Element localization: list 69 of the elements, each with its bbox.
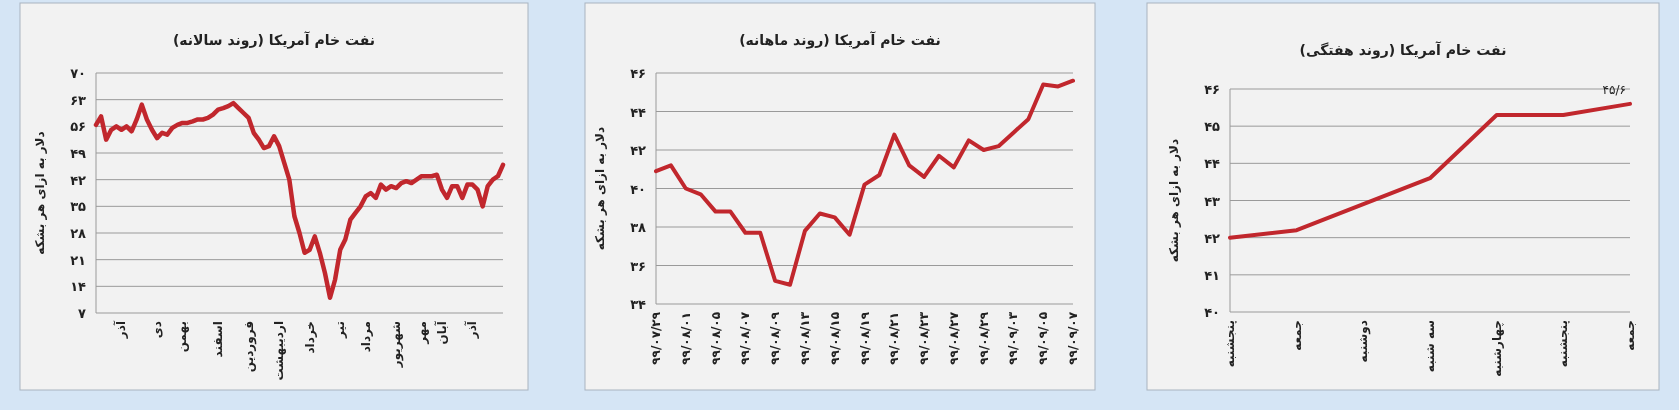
x-tick-label: خرداد <box>302 321 317 354</box>
x-tick-label: مهر <box>414 321 429 345</box>
y-tick-label: ۴۳ <box>1204 193 1221 209</box>
x-tick-label: ۹۹/۰۸/۱۵ <box>827 312 842 365</box>
y-axis-title: دلار به ازای هر بشکه <box>593 126 607 251</box>
x-tick-label: ۹۹/۰۹/۰۷ <box>1066 311 1080 365</box>
x-tick-label: دی <box>150 321 165 339</box>
y-tick-label: ۷۰ <box>70 66 86 81</box>
x-tick-label: پنجشنبه <box>1556 320 1571 368</box>
chart-title: نفت خام آمریکا (روند ماهانه) <box>739 31 941 49</box>
y-tick-label: ۴۲ <box>70 172 87 188</box>
y-tick-label: ۴۲ <box>630 143 647 158</box>
y-tick-label: ۴۰ <box>630 181 646 197</box>
x-tick-label: چهارشنبه <box>1489 320 1504 377</box>
line-series <box>654 78 1075 287</box>
chart-title: نفت خام آمریکا (روند سالانه) <box>172 31 376 49</box>
y-tick-label: ۱۴ <box>70 279 87 295</box>
x-tick-label: ۹۹/۰۷/۲۹ <box>649 311 663 365</box>
x-tick-label: فروردین <box>241 321 257 373</box>
x-tick-label: پنجشنبه <box>1223 320 1237 368</box>
x-tick-label: ۹۹/۰۸/۰۷ <box>738 311 753 365</box>
chart-title: نفت خام آمریکا (روند هفتگی) <box>1299 41 1507 59</box>
y-tick-label: ۲۸ <box>70 226 87 241</box>
x-tick-label: جمعه <box>1623 320 1637 351</box>
y-tick-label: ۴۲ <box>1204 230 1221 246</box>
x-tick-label: ۹۹/۰۸/۲۷ <box>946 311 961 365</box>
y-tick-label: ۳۸ <box>630 220 647 235</box>
x-tick-label: آبان <box>433 320 449 345</box>
y-axis-title: دلار به ازای هر بشکه <box>1167 138 1181 263</box>
x-tick-label: ۹۹/۰۸/۲۱ <box>887 312 902 365</box>
x-tick-label: شهریور <box>389 321 405 369</box>
y-tick-label: ۳۴ <box>630 297 647 312</box>
line-series <box>1228 101 1632 240</box>
x-tick-label: تیر <box>333 321 348 339</box>
x-tick-label: ۹۹/۰۹/۰۳ <box>1006 311 1021 365</box>
x-tick-label: اسفند <box>211 321 226 358</box>
y-tick-label: ۳۶ <box>630 258 646 274</box>
y-tick-label: ۴۹ <box>70 146 87 161</box>
y-tick-label: ۳۵ <box>70 199 87 215</box>
y-tick-label: ۴۰ <box>1204 305 1220 320</box>
x-tick-label: ۹۹/۰۸/۲۳ <box>917 311 932 365</box>
x-tick-label: دوشنبه <box>1356 320 1372 363</box>
y-tick-label: ۴۶ <box>630 66 646 81</box>
x-tick-label: آذر <box>464 320 480 340</box>
x-tick-label: بهمن <box>175 321 190 353</box>
y-tick-label: ۴۱ <box>1204 267 1220 283</box>
x-tick-label: سه شنبه <box>1423 320 1437 373</box>
y-tick-label: ۴۶ <box>1204 82 1220 97</box>
y-tick-label: ۴۴ <box>630 104 647 120</box>
x-tick-label: ۹۹/۰۸/۰۱ <box>678 312 693 365</box>
x-tick-label: ۹۹/۰۹/۰۵ <box>1036 312 1051 365</box>
y-tick-label: ۴۵ <box>1204 119 1221 135</box>
data-label: ۴۵/۶ <box>1602 82 1626 97</box>
x-tick-label: ۹۹/۰۸/۲۹ <box>976 311 991 365</box>
x-tick-label: جمعه <box>1289 320 1304 351</box>
y-tick-label: ۷ <box>78 306 87 321</box>
x-tick-label: مرداد <box>358 321 373 353</box>
y-tick-label: ۲۱ <box>70 252 86 268</box>
x-tick-label: ۹۹/۰۸/۰۵ <box>708 312 723 365</box>
x-tick-label: ۹۹/۰۸/۰۹ <box>768 311 783 365</box>
x-tick-label: اردیبهشت <box>272 321 287 381</box>
x-tick-label: ۹۹/۰۸/۱۳ <box>797 311 812 365</box>
y-tick-label: ۵۶ <box>70 119 86 135</box>
x-tick-label: ۹۹/۰۸/۱۹ <box>857 311 872 365</box>
line-series <box>93 100 506 301</box>
y-tick-label: ۴۴ <box>1204 156 1221 172</box>
x-tick-label: آذر <box>113 320 129 340</box>
y-axis-title: دلار به ازای هر بشکه <box>33 131 47 255</box>
y-tick-label: ۶۳ <box>70 92 87 108</box>
